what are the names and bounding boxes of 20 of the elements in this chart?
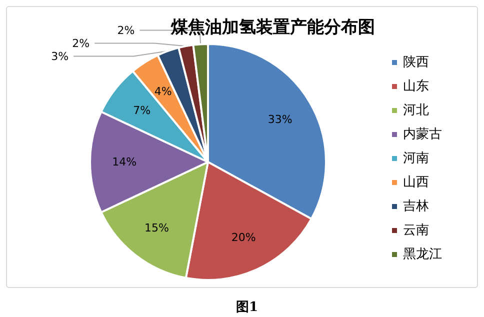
legend-label: 河南 xyxy=(403,151,429,166)
legend-label: 内蒙古 xyxy=(403,127,442,142)
legend-label: 山西 xyxy=(403,175,429,190)
data-label: 20% xyxy=(231,231,256,244)
caption: 图1 xyxy=(236,300,258,315)
data-label: 33% xyxy=(268,112,292,126)
data-label: 2% xyxy=(117,24,135,37)
data-label: 15% xyxy=(144,222,169,235)
legend-label: 黑龙江 xyxy=(403,247,442,262)
legend-label: 山东 xyxy=(403,79,429,94)
legend-label: 吉林 xyxy=(403,199,429,214)
legend-label: 陕西 xyxy=(403,55,429,70)
data-label: 3% xyxy=(51,50,69,63)
legend-label: 河北 xyxy=(403,103,429,118)
legend-label: 云南 xyxy=(403,223,429,238)
chart-title: 煤焦油加氢装置产能分布图 xyxy=(170,18,375,38)
data-label: 14% xyxy=(112,156,137,168)
data-label: 4% xyxy=(154,84,172,98)
data-label: 2% xyxy=(72,36,90,50)
data-label: 7% xyxy=(133,104,151,118)
